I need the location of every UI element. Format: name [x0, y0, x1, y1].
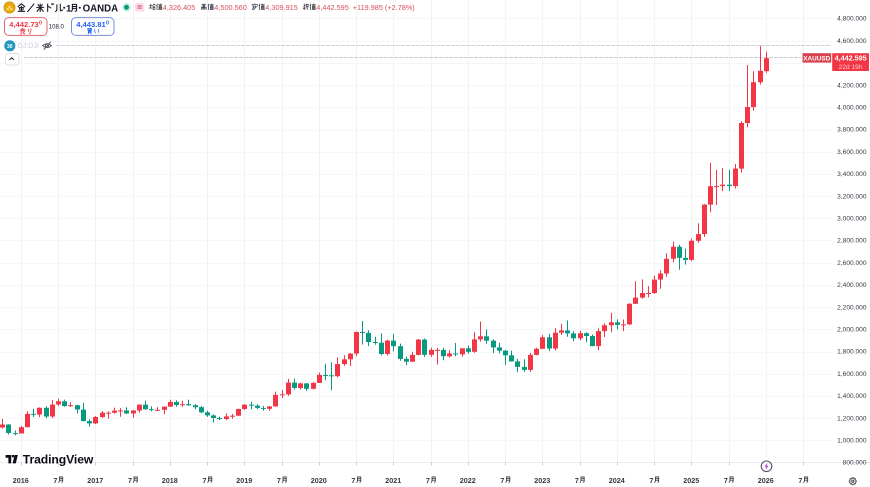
- svg-text:3,400.000: 3,400.000: [837, 171, 867, 178]
- svg-text:4,309.915: 4,309.915: [265, 3, 297, 12]
- svg-text:7: 7: [53, 476, 57, 485]
- svg-text:30: 30: [7, 44, 13, 50]
- svg-text:2,200.000: 2,200.000: [837, 304, 867, 311]
- svg-text:1,400.000: 1,400.000: [837, 393, 867, 400]
- svg-text:7: 7: [724, 476, 728, 485]
- svg-text:4,326.405: 4,326.405: [163, 3, 195, 12]
- svg-text:108.0: 108.0: [49, 25, 65, 31]
- svg-text:3,600.000: 3,600.000: [837, 149, 867, 156]
- svg-text:1,200.000: 1,200.000: [837, 415, 867, 422]
- svg-text:4,000.000: 4,000.000: [837, 105, 867, 112]
- svg-text:XAUUSD: XAUUSD: [803, 56, 830, 63]
- svg-text:7: 7: [798, 476, 802, 485]
- svg-text:4,442.73: 4,442.73: [9, 20, 39, 29]
- svg-text:3,200.000: 3,200.000: [837, 193, 867, 200]
- svg-text:7: 7: [500, 476, 504, 485]
- svg-text:2,800.000: 2,800.000: [837, 238, 867, 245]
- svg-text:2018: 2018: [162, 476, 178, 485]
- svg-text:7: 7: [351, 476, 355, 485]
- svg-text:2016: 2016: [13, 476, 29, 485]
- svg-text:4,443.81: 4,443.81: [76, 20, 106, 29]
- svg-text:2,600.000: 2,600.000: [837, 260, 867, 267]
- svg-text:2019: 2019: [236, 476, 252, 485]
- svg-text:7: 7: [277, 476, 281, 485]
- svg-text:7: 7: [649, 476, 653, 485]
- svg-text:2017: 2017: [87, 476, 103, 485]
- svg-text:7: 7: [575, 476, 579, 485]
- svg-text:0: 0: [106, 21, 109, 27]
- svg-text:7: 7: [203, 476, 207, 485]
- svg-text:4,800.000: 4,800.000: [837, 16, 867, 23]
- svg-text:2021: 2021: [385, 476, 401, 485]
- svg-text:2020: 2020: [311, 476, 327, 485]
- svg-text:4,442.595: 4,442.595: [316, 3, 348, 12]
- svg-text:1: 1: [66, 4, 72, 15]
- svg-text:4,200.000: 4,200.000: [837, 82, 867, 89]
- svg-text:2025: 2025: [683, 476, 699, 485]
- svg-text:2023: 2023: [534, 476, 550, 485]
- svg-text:1,600.000: 1,600.000: [837, 371, 867, 378]
- svg-text:4,442.595: 4,442.595: [835, 54, 867, 63]
- svg-text:22d 19h: 22d 19h: [839, 64, 863, 71]
- svg-text:0: 0: [39, 21, 42, 27]
- svg-text:800.000: 800.000: [843, 460, 867, 467]
- svg-text:3,000.000: 3,000.000: [837, 216, 867, 223]
- svg-text:2022: 2022: [460, 476, 476, 485]
- svg-text:4,500.560: 4,500.560: [214, 3, 246, 12]
- svg-text:4,600.000: 4,600.000: [837, 38, 867, 45]
- svg-text:2,000.000: 2,000.000: [837, 327, 867, 334]
- svg-text:7: 7: [426, 476, 430, 485]
- svg-text:+119.985 (+2.78%): +119.985 (+2.78%): [353, 3, 415, 12]
- svg-text:TradingView: TradingView: [23, 453, 94, 467]
- svg-text:1,000.000: 1,000.000: [837, 438, 867, 445]
- svg-text:DJ:DJI: DJ:DJI: [18, 43, 39, 50]
- svg-text:7: 7: [128, 476, 132, 485]
- svg-text:OANDA: OANDA: [83, 4, 119, 15]
- svg-text:3,800.000: 3,800.000: [837, 127, 867, 134]
- svg-text:1,800.000: 1,800.000: [837, 349, 867, 356]
- svg-text:2,400.000: 2,400.000: [837, 282, 867, 289]
- svg-text:2024: 2024: [609, 476, 625, 485]
- svg-text:2026: 2026: [758, 476, 774, 485]
